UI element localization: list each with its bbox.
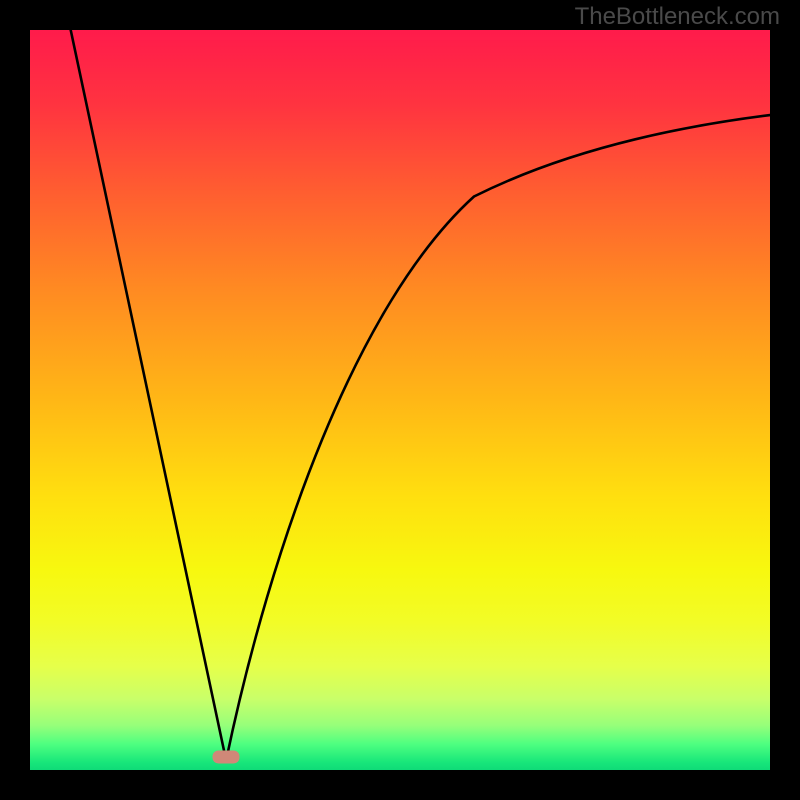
watermark-text: TheBottleneck.com xyxy=(575,3,780,31)
curve-layer xyxy=(30,30,770,770)
plot-area xyxy=(30,30,770,770)
dip-marker xyxy=(213,751,240,764)
chart-frame: TheBottleneck.com xyxy=(0,0,800,800)
gradient-background xyxy=(30,30,770,770)
